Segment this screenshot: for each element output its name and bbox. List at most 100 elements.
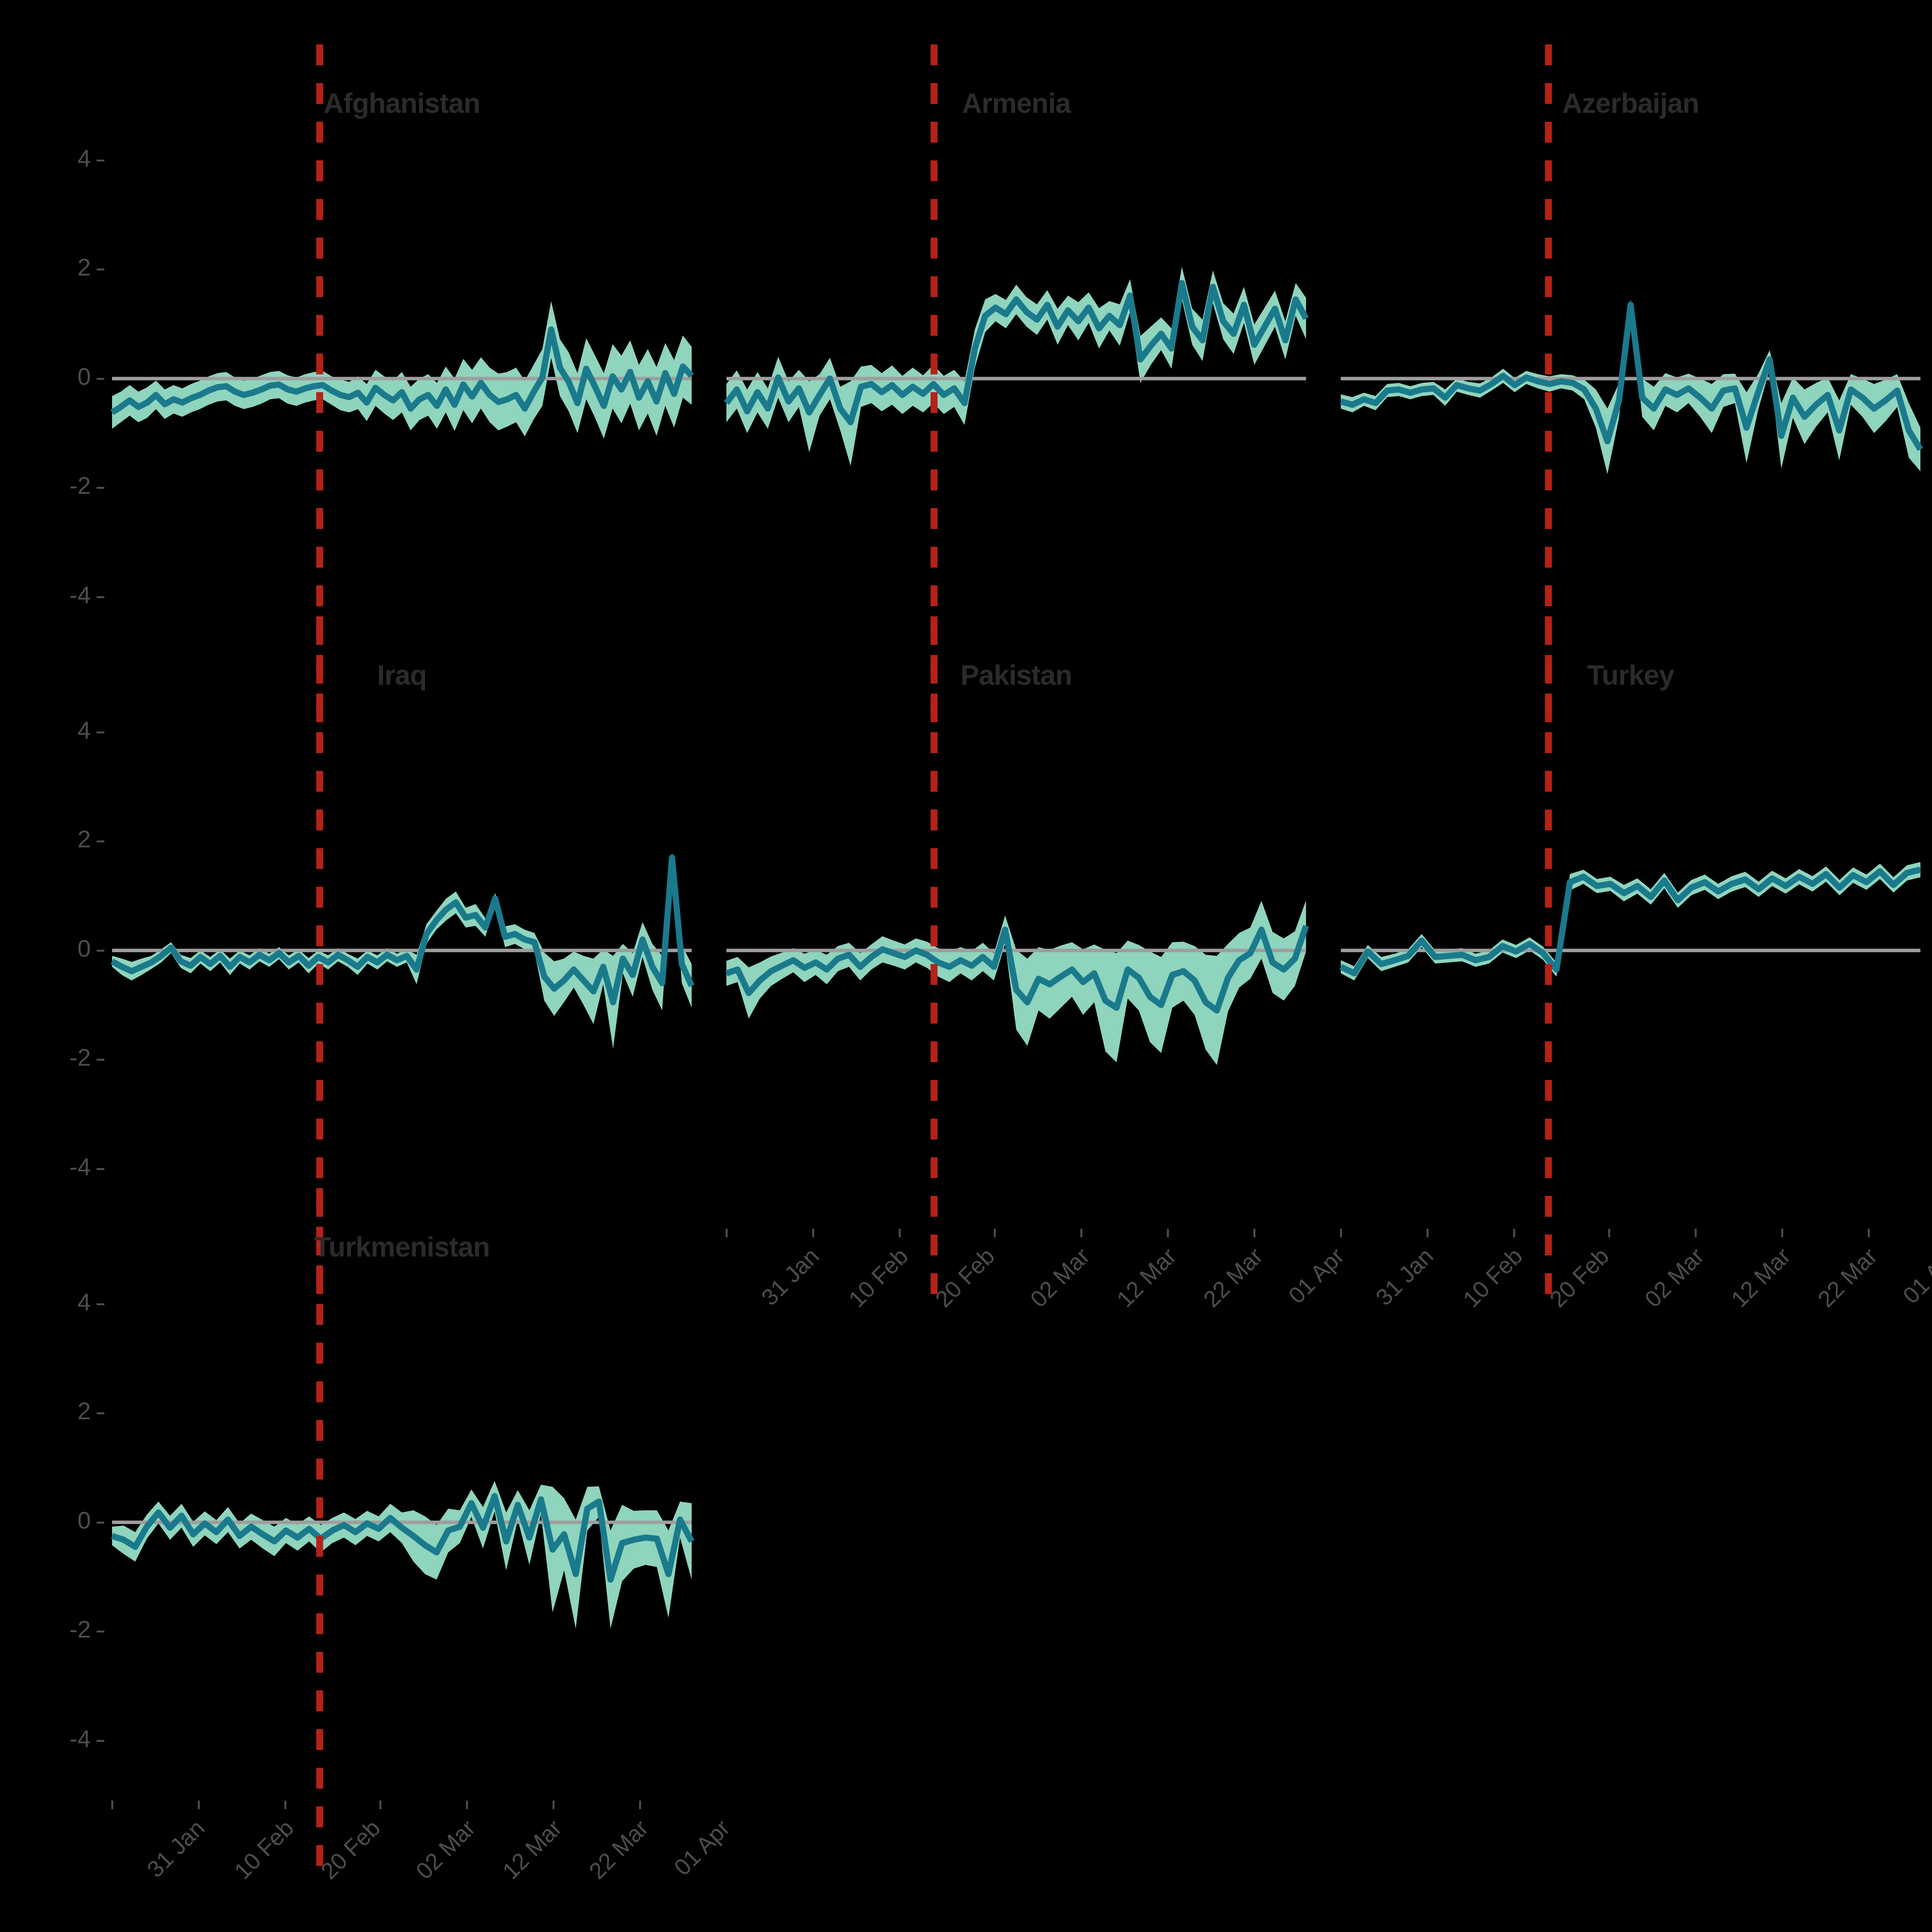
y-axis-tick	[97, 1521, 104, 1524]
y-axis-tick-label: -2	[69, 1044, 91, 1071]
y-axis-tick	[97, 1059, 104, 1061]
x-axis-tick	[812, 1229, 814, 1237]
confidence-ribbon	[112, 301, 692, 439]
y-axis-tick-label: 4	[77, 145, 91, 172]
y-axis-tick	[97, 1303, 104, 1305]
panel-title: Iraq	[377, 660, 427, 691]
x-axis-tick-label: 20 Feb	[930, 1243, 1000, 1313]
y-axis-tick-label: 0	[77, 935, 91, 962]
x-axis-tick	[1167, 1229, 1169, 1237]
x-axis-tick	[379, 1801, 382, 1809]
y-axis-tick	[97, 731, 104, 733]
x-axis-tick-label: 01 Apr	[1898, 1243, 1932, 1309]
confidence-ribbon	[726, 267, 1306, 466]
x-axis-tick	[726, 1229, 728, 1237]
x-axis-tick	[1253, 1229, 1255, 1237]
estimate-line	[724, 280, 1309, 425]
estimate-line	[1339, 866, 1921, 976]
x-axis-tick	[994, 1229, 996, 1237]
estimate-line	[111, 1493, 695, 1583]
y-axis-tick-label: 2	[77, 254, 91, 281]
x-axis-tick-label: 22 Mar	[1198, 1243, 1268, 1313]
plot-area	[111, 616, 695, 1312]
y-axis-tick	[97, 487, 104, 489]
x-axis-tick-label: 22 Mar	[584, 1815, 653, 1884]
x-axis-tick	[466, 1801, 468, 1809]
y-axis-tick	[97, 1740, 104, 1742]
plot-area	[110, 44, 694, 740]
x-axis-tick	[111, 1801, 113, 1809]
x-axis-tick-label: 02 Mar	[411, 1815, 480, 1884]
x-axis-tick	[1608, 1229, 1611, 1237]
x-axis-tick	[898, 1229, 901, 1237]
panel-title: Afghanistan	[323, 88, 480, 119]
estimate-line	[725, 925, 1309, 1014]
x-axis-tick-label: 02 Mar	[1639, 1243, 1709, 1313]
x-axis-tick	[1694, 1229, 1697, 1237]
y-axis-tick-label: -4	[69, 582, 91, 609]
x-axis-tick	[284, 1801, 286, 1809]
panel-pakistan: Pakistan	[725, 616, 1309, 1312]
panel-title: Azerbaijan	[1562, 88, 1699, 119]
y-axis-tick	[97, 1168, 104, 1170]
y-axis-tick-label: 2	[77, 1398, 91, 1425]
x-axis-tick-label: 31 Jan	[142, 1815, 210, 1883]
y-axis-tick-label: 2	[77, 826, 91, 853]
x-axis-tick	[1513, 1229, 1515, 1237]
y-axis-tick	[97, 596, 104, 598]
x-axis-tick	[1426, 1229, 1429, 1237]
x-axis-tick-label: 12 Mar	[497, 1815, 567, 1884]
y-axis-tick	[97, 1412, 104, 1415]
y-axis-tick	[97, 269, 104, 271]
panel-turkey: Turkey	[1339, 616, 1921, 1312]
y-axis-tick-label: 0	[77, 1507, 91, 1534]
x-axis-tick-label: 12 Mar	[1726, 1243, 1796, 1313]
y-axis-tick-label: 4	[77, 1289, 91, 1316]
panel-armenia: Armenia	[724, 44, 1309, 740]
plot-area	[1339, 616, 1921, 1312]
x-axis-tick	[1340, 1229, 1342, 1237]
x-axis-tick-label: 10 Feb	[229, 1815, 299, 1884]
panel-turkmenistan: Turkmenistan	[111, 1188, 695, 1884]
plot-area	[1340, 44, 1923, 740]
estimate-line	[111, 854, 695, 1005]
panel-azerbaijan: Azerbaijan	[1340, 44, 1923, 740]
panel-title: Turkey	[1587, 660, 1675, 691]
x-axis-tick-label: 12 Mar	[1112, 1243, 1181, 1313]
plot-area	[725, 616, 1309, 1312]
x-axis-tick-label: 01 Apr	[669, 1815, 735, 1881]
confidence-ribbon	[112, 852, 692, 1049]
confidence-ribbon	[1341, 862, 1920, 981]
panel-iraq: Iraq	[111, 616, 695, 1312]
y-axis-tick-label: -2	[69, 473, 91, 500]
y-axis-tick	[97, 1631, 104, 1633]
y-axis-tick-label: 4	[77, 717, 91, 744]
estimate-line	[110, 326, 694, 415]
estimate-line	[1340, 302, 1923, 451]
plot-area	[111, 1188, 695, 1884]
x-axis-tick-label: 20 Feb	[316, 1815, 385, 1884]
x-axis-tick-label: 01 Apr	[1283, 1243, 1349, 1309]
panel-title: Turkmenistan	[314, 1232, 490, 1263]
y-axis-tick	[97, 949, 104, 952]
y-axis-tick-label: 0	[77, 363, 91, 390]
x-axis-tick-label: 31 Jan	[1371, 1243, 1439, 1311]
x-axis-tick-label: 22 Mar	[1813, 1243, 1882, 1313]
x-axis-tick	[197, 1801, 200, 1809]
x-axis-tick	[1781, 1229, 1783, 1237]
y-axis-tick	[97, 840, 104, 843]
x-axis-tick-label: 31 Jan	[756, 1243, 824, 1311]
panel-title: Armenia	[962, 88, 1071, 119]
y-axis-tick	[97, 378, 104, 380]
x-axis-tick-label: 10 Feb	[1458, 1243, 1527, 1313]
x-axis-tick	[1867, 1229, 1870, 1237]
y-axis-tick-label: -2	[69, 1616, 91, 1643]
x-axis-tick-label: 20 Feb	[1544, 1243, 1614, 1313]
panel-afghanistan: Afghanistan	[110, 44, 694, 740]
panel-title: Pakistan	[960, 660, 1072, 691]
x-axis-tick	[552, 1801, 554, 1809]
x-axis-tick-label: 02 Mar	[1025, 1243, 1095, 1313]
y-axis-tick-label: -4	[69, 1725, 91, 1752]
x-axis-tick	[639, 1801, 641, 1809]
